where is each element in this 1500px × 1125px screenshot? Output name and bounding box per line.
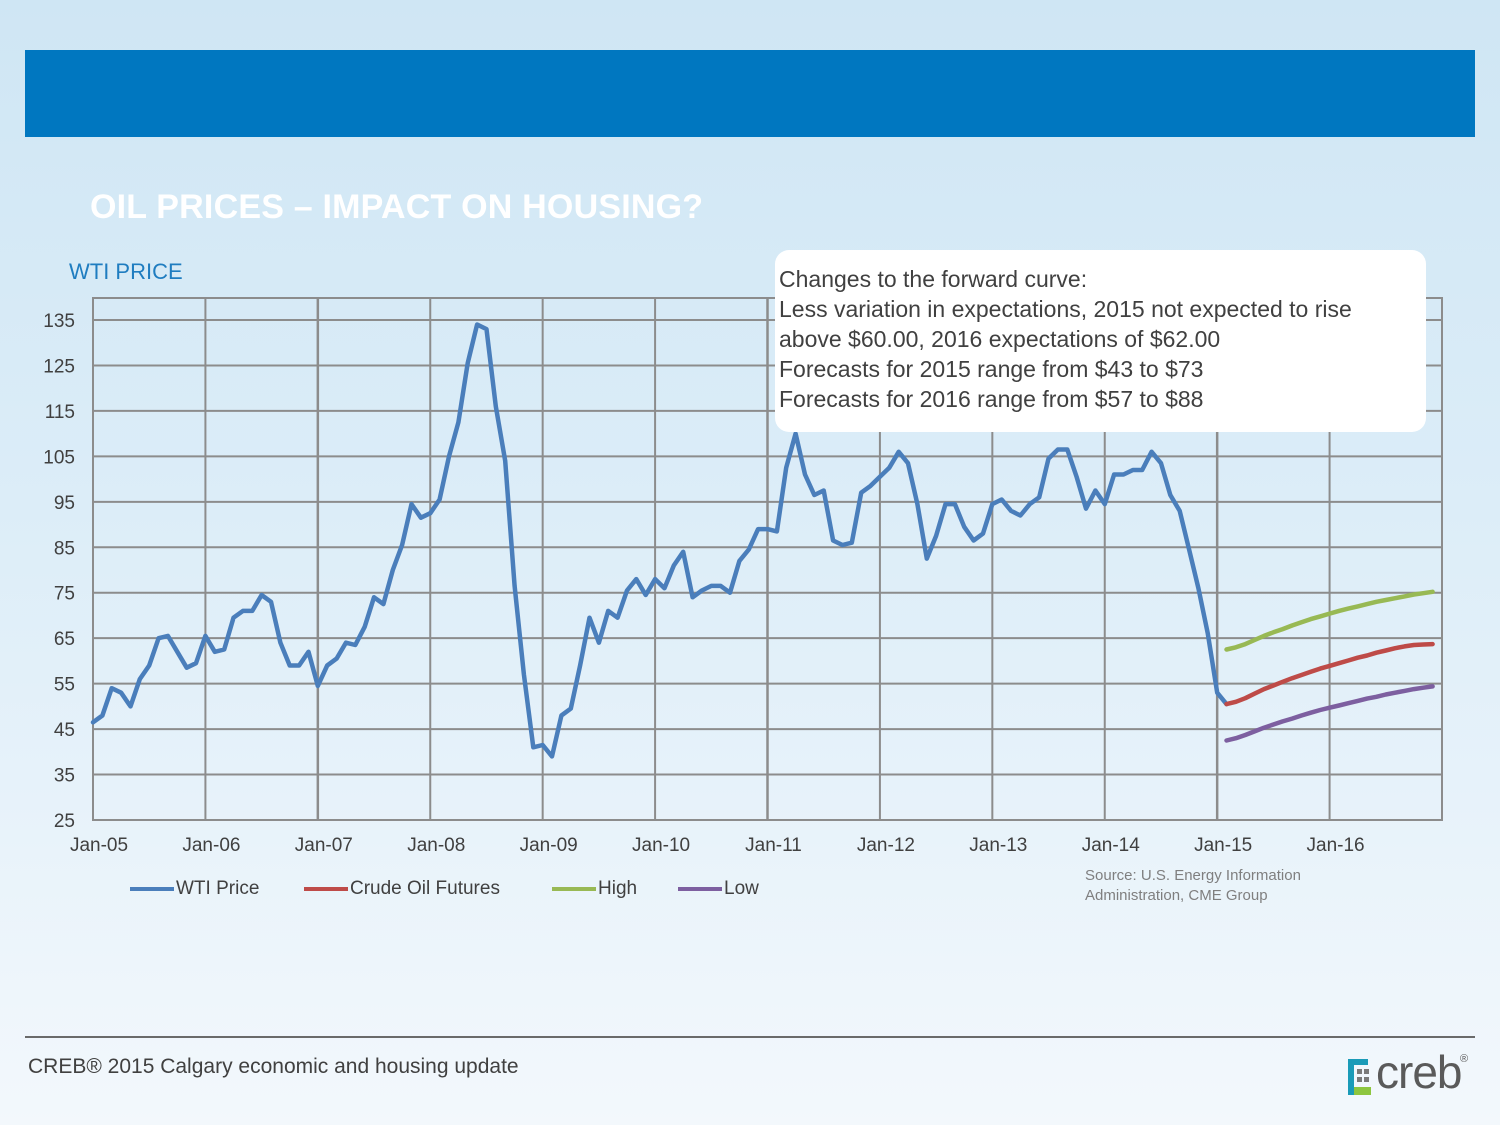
series-line-high	[1224, 589, 1435, 652]
y-tick-label: 25	[54, 811, 75, 832]
series-line-wti	[90, 322, 1229, 759]
y-tick-label: 95	[54, 493, 75, 514]
footer-text: CREB® 2015 Calgary economic and housing …	[28, 1055, 519, 1078]
legend-item-high: High	[552, 878, 637, 900]
legend-swatch	[678, 887, 722, 891]
y-tick-label: 45	[54, 720, 75, 741]
legend-label: Low	[724, 878, 759, 899]
source-note: Source: U.S. Energy Information Administ…	[1085, 866, 1301, 906]
callout-line: Less variation in expectations, 2015 not…	[779, 296, 1352, 322]
house-logo-icon	[1348, 1059, 1371, 1095]
header-bar	[25, 50, 1475, 137]
legend-label: High	[598, 878, 638, 899]
logo-text: creb	[1376, 1046, 1462, 1098]
series-line-futures	[1224, 641, 1435, 707]
legend-label: Crude Oil Futures	[350, 878, 500, 899]
x-tick-label: Jan-12	[857, 835, 915, 856]
x-tick-label: Jan-11	[745, 835, 802, 856]
legend-label: WTI Price	[176, 878, 260, 899]
callout-line: Forecasts for 2015 range from $43 to $73	[779, 356, 1204, 382]
source-line: Source: U.S. Energy Information	[1085, 867, 1301, 884]
y-tick-label: 35	[54, 766, 75, 787]
x-tick-label: Jan-07	[295, 835, 353, 856]
y-tick-label: 125	[43, 356, 75, 377]
callout-line: above $60.00, 2016 expectations of $62.0…	[779, 326, 1221, 352]
legend-swatch	[130, 887, 174, 891]
x-tick-label: Jan-05	[70, 835, 128, 856]
legend-item-futures: Crude Oil Futures	[304, 878, 500, 900]
x-tick-label: Jan-13	[969, 835, 1027, 856]
footer-divider	[25, 1036, 1475, 1038]
x-tick-label: Jan-09	[520, 835, 578, 856]
x-tick-label: Jan-15	[1194, 835, 1252, 856]
y-tick-label: 55	[54, 675, 75, 696]
legend-swatch	[304, 887, 348, 891]
series-line-low	[1224, 684, 1435, 743]
forward-curve-callout: Changes to the forward curve: Less varia…	[775, 250, 1426, 432]
y-tick-label: 65	[54, 629, 75, 650]
legend-item-low: Low	[678, 878, 759, 900]
slide-title: OIL PRICES – IMPACT ON HOUSING?	[90, 188, 704, 226]
creb-logo: creb ®	[1346, 1046, 1476, 1099]
chart-label: WTI PRICE	[69, 259, 183, 284]
y-tick-label: 135	[43, 311, 75, 332]
x-tick-label: Jan-10	[632, 835, 690, 856]
source-line: Administration, CME Group	[1085, 887, 1268, 904]
callout-line: Forecasts for 2016 range from $57 to $88	[779, 386, 1204, 412]
y-tick-label: 75	[54, 584, 75, 605]
y-tick-label: 115	[45, 402, 75, 423]
y-tick-label: 85	[54, 538, 75, 559]
x-tick-label: Jan-08	[407, 835, 465, 856]
x-tick-label: Jan-06	[182, 835, 240, 856]
y-tick-label: 105	[43, 447, 75, 468]
x-tick-label: Jan-16	[1307, 835, 1365, 856]
logo-registered-mark: ®	[1460, 1053, 1469, 1065]
legend-swatch	[552, 887, 596, 891]
legend-item-wti: WTI Price	[130, 878, 259, 900]
x-tick-label: Jan-14	[1082, 835, 1141, 856]
callout-line: Changes to the forward curve:	[779, 266, 1088, 292]
